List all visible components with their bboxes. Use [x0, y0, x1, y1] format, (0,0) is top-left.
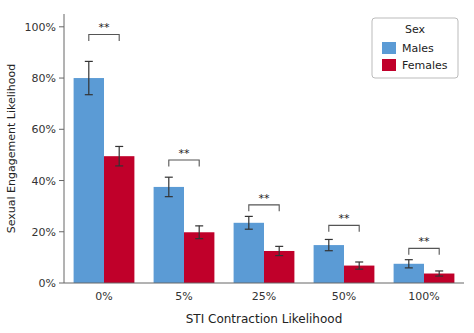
legend-title: Sex [405, 23, 426, 36]
error-cap [85, 94, 93, 95]
bars [74, 61, 455, 283]
error-cap [325, 239, 333, 240]
y-tick [59, 26, 64, 27]
y-tick-label: 20% [32, 226, 56, 239]
x-tick-label: 50% [332, 290, 356, 303]
error-bar [115, 146, 123, 165]
error-bar [85, 61, 93, 94]
error-cap [195, 225, 203, 226]
error-line [328, 239, 329, 250]
x-tick-label: 0% [95, 290, 112, 303]
error-cap [165, 196, 173, 197]
error-bar [405, 260, 413, 268]
significance-bracket [249, 205, 279, 211]
bar [74, 78, 104, 283]
error-cap [355, 261, 363, 262]
error-line [168, 177, 169, 196]
y-tick-label: 40% [32, 175, 56, 188]
error-bar [195, 226, 203, 239]
error-line [248, 216, 249, 229]
bar [104, 156, 134, 283]
error-line [359, 262, 360, 269]
bar [154, 187, 184, 283]
legend-label: Females [402, 59, 448, 72]
error-cap [275, 246, 283, 247]
error-bar [355, 262, 363, 269]
error-line [199, 226, 200, 239]
background [0, 0, 474, 333]
error-line [408, 260, 409, 268]
error-line [279, 246, 280, 255]
bar [314, 245, 344, 283]
x-tick-label: 100% [408, 290, 439, 303]
error-cap [245, 229, 253, 230]
x-axis-label: STI Contraction Likelihood [186, 312, 343, 326]
legend-swatch [382, 59, 396, 71]
error-line [439, 271, 440, 276]
y-axis-label: Sexual Engagement Likelihood [5, 64, 18, 233]
error-cap [325, 250, 333, 251]
y-tick-label: 0% [39, 277, 56, 290]
legend-swatch [382, 42, 396, 54]
error-cap [85, 61, 93, 62]
legend-label: Males [402, 42, 434, 55]
error-bar [435, 271, 443, 276]
error-line [88, 61, 89, 94]
legend: Sex Males Females [372, 18, 458, 78]
x-tick-label: 25% [252, 290, 276, 303]
bar [184, 232, 214, 283]
significance-label: ** [339, 212, 351, 225]
significance-bracket [169, 160, 199, 166]
error-bar [165, 177, 173, 196]
legend-frame [372, 18, 458, 78]
y-tick [59, 180, 64, 181]
error-bar [275, 246, 283, 255]
bar [234, 223, 264, 283]
error-bar [245, 216, 253, 229]
error-line [119, 146, 120, 165]
error-cap [115, 165, 123, 166]
significance-label: ** [419, 235, 431, 248]
chart: 0% 20% 40% 60% 80% 100% ** ** ** ** ** 0% 5% 25% 50% 10… [0, 0, 474, 333]
error-bar [325, 239, 333, 250]
error-cap [245, 216, 253, 217]
significance-label: ** [99, 21, 111, 34]
error-cap [355, 269, 363, 270]
x-tick-label: 5% [175, 290, 192, 303]
error-cap [405, 267, 413, 268]
significance-label: ** [259, 192, 271, 205]
y-axis-line [64, 14, 65, 283]
error-cap [435, 270, 443, 271]
x-axis-line [64, 283, 464, 284]
significance-bracket [89, 34, 119, 40]
y-tick-label: 60% [32, 123, 56, 136]
error-cap [195, 238, 203, 239]
significance-bracket [329, 225, 359, 231]
y-axis: 0% 20% 40% 60% 80% 100% [25, 21, 64, 290]
error-cap [435, 275, 443, 276]
y-tick-label: 100% [25, 21, 56, 34]
error-cap [405, 259, 413, 260]
error-cap [165, 177, 173, 178]
y-tick [59, 283, 64, 284]
y-tick-label: 80% [32, 72, 56, 85]
y-tick [59, 129, 64, 130]
error-cap [115, 146, 123, 147]
error-cap [275, 255, 283, 256]
y-tick [59, 231, 64, 232]
bar [264, 251, 294, 283]
significance-bracket [409, 248, 439, 254]
x-axis: 0% 5% 25% 50% 100% [95, 290, 439, 303]
y-tick [59, 78, 64, 79]
significance-label: ** [179, 147, 191, 160]
